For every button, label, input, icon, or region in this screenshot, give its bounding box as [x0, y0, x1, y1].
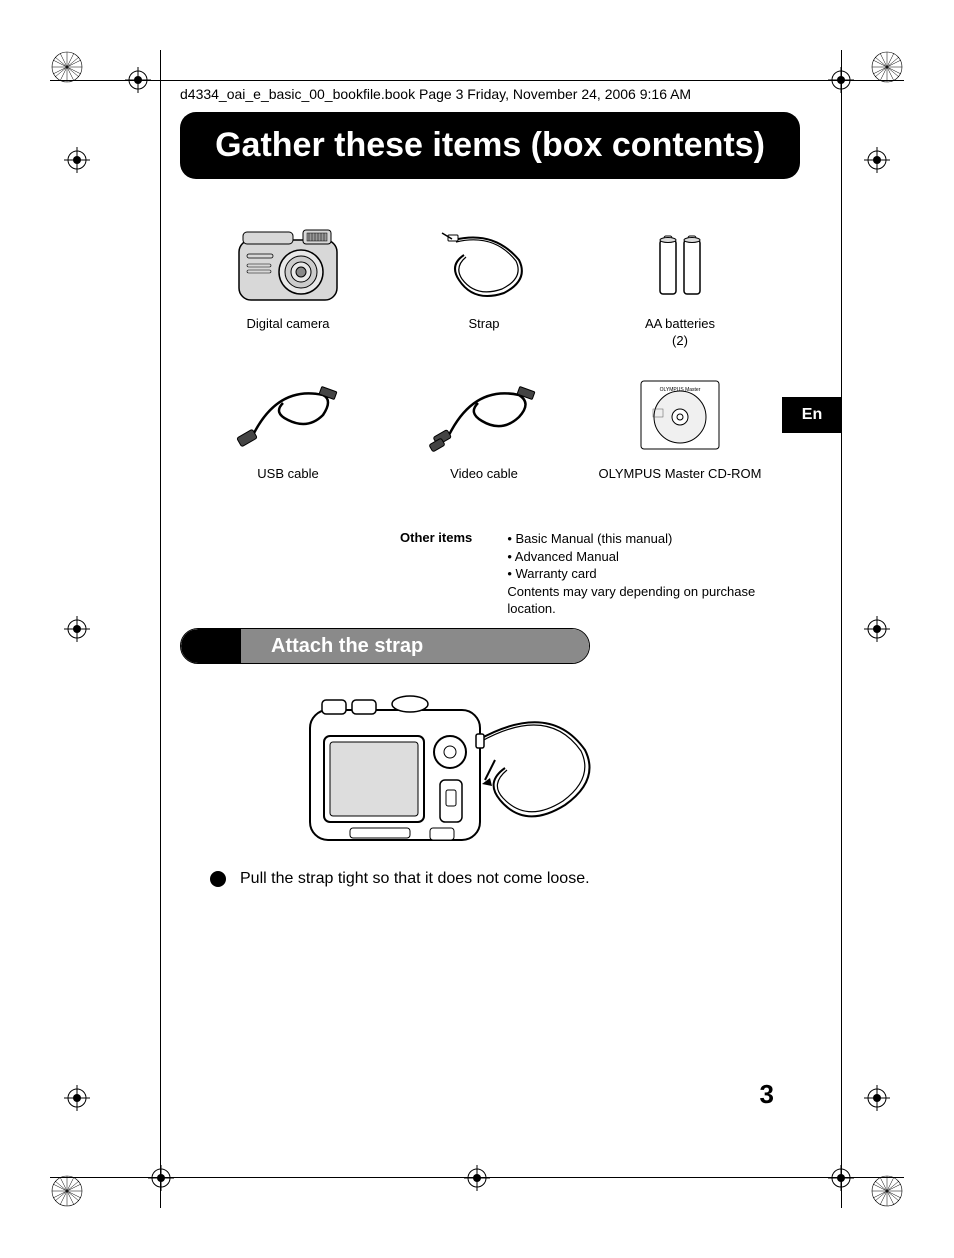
corner-ornament-icon — [870, 1174, 904, 1208]
other-item: Advanced Manual — [507, 548, 800, 566]
crop-line-left — [160, 50, 161, 1208]
item-digital-camera: Digital camera — [190, 220, 386, 350]
page-title: Gather these items (box contents) — [180, 112, 800, 179]
cdrom-icon: OLYMPUS Master — [635, 375, 725, 455]
usb-cable-icon — [228, 375, 348, 455]
instruction-row: Pull the strap tight so that it does not… — [210, 870, 590, 888]
other-items-note: Contents may vary depending on purchase … — [507, 583, 800, 618]
section-header-label: Attach the strap — [241, 629, 589, 663]
registration-mark-icon — [64, 616, 90, 642]
strap-icon — [434, 225, 534, 305]
item-label: AA batteries (2) — [582, 316, 778, 350]
box-contents-grid: Digital camera Strap AA batteries (2) — [190, 220, 780, 503]
item-label: OLYMPUS Master CD-ROM — [582, 466, 778, 483]
item-label: Digital camera — [190, 316, 386, 333]
digital-camera-icon — [233, 224, 343, 306]
item-strap: Strap — [386, 220, 582, 350]
item-batteries: AA batteries (2) — [582, 220, 778, 350]
item-label: Video cable — [386, 466, 582, 483]
item-label: Strap — [386, 316, 582, 333]
corner-ornament-icon — [50, 50, 84, 84]
crop-line-right — [841, 50, 842, 1208]
file-header-text: d4334_oai_e_basic_00_bookfile.book Page … — [180, 86, 691, 102]
corner-ornament-icon — [50, 1174, 84, 1208]
page-number: 3 — [760, 1079, 774, 1110]
section-header-attach-strap: Attach the strap — [180, 628, 590, 664]
item-usb-cable: USB cable — [190, 370, 386, 483]
other-items-section: Other items Basic Manual (this manual) A… — [400, 530, 800, 618]
section-header-cap — [181, 629, 241, 663]
other-item: Basic Manual (this manual) — [507, 530, 800, 548]
bullet-icon — [210, 871, 226, 887]
svg-text:OLYMPUS Master: OLYMPUS Master — [660, 387, 701, 393]
video-cable-icon — [424, 375, 544, 455]
crop-line-top — [50, 80, 904, 81]
item-label: USB cable — [190, 466, 386, 483]
language-tab: En — [782, 397, 842, 433]
item-cdrom: OLYMPUS Master OLYMPUS Master CD-ROM — [582, 370, 778, 483]
registration-mark-icon — [148, 1165, 174, 1191]
other-items-list: Basic Manual (this manual) Advanced Manu… — [507, 530, 800, 618]
registration-mark-icon — [64, 147, 90, 173]
registration-mark-icon — [64, 1085, 90, 1111]
camera-back-strap-icon — [300, 690, 600, 860]
instruction-text: Pull the strap tight so that it does not… — [240, 870, 590, 888]
attach-strap-figure — [300, 690, 600, 860]
registration-mark-icon — [828, 67, 854, 93]
corner-ornament-icon — [870, 50, 904, 84]
registration-mark-icon — [864, 1085, 890, 1111]
registration-mark-icon — [125, 67, 151, 93]
other-items-label: Other items — [400, 530, 507, 618]
registration-mark-icon — [464, 1165, 490, 1191]
batteries-icon — [650, 230, 710, 300]
registration-mark-icon — [864, 147, 890, 173]
other-item: Warranty card — [507, 565, 800, 583]
registration-mark-icon — [864, 616, 890, 642]
registration-mark-icon — [828, 1165, 854, 1191]
item-video-cable: Video cable — [386, 370, 582, 483]
